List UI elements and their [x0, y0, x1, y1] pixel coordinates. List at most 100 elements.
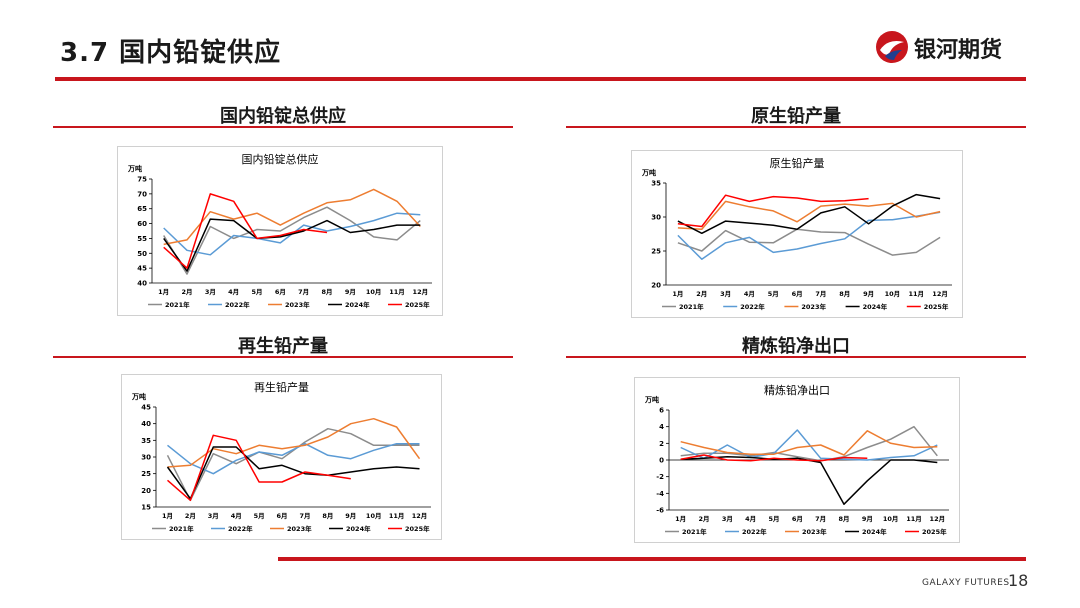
y-tick-label: -4 [656, 490, 664, 498]
logo-text: 银河期货 [914, 38, 1003, 63]
y-tick-label: 65 [137, 205, 147, 213]
series-line-2023年 [167, 417, 421, 468]
x-tick-label: 1月 [158, 288, 169, 296]
legend-label: 2024年 [345, 300, 370, 309]
legend-label: 2025年 [922, 527, 947, 536]
y-tick-label: 6 [659, 407, 664, 415]
x-tick-label: 9月 [345, 512, 356, 520]
series-line-2024年 [166, 446, 420, 500]
x-tick-label: 7月 [815, 290, 826, 298]
y-tick-label: 50 [137, 250, 147, 258]
section-title-primary-lead: 原生铅产量 [751, 106, 841, 127]
x-tick-label: 11月 [906, 515, 922, 523]
chart-primary-lead: 原生铅产量 万吨 20 25 30 35 1月 2月 3月 4月 5月 6月 7月 8月 9月 10月 11月 1… [631, 150, 963, 318]
header-divider [55, 77, 1026, 81]
section-title-net-export: 精炼铅净出口 [742, 336, 850, 357]
y-tick-label: 70 [137, 190, 147, 198]
x-tick-label: 11月 [908, 290, 924, 298]
legend-label: 2022年 [225, 300, 250, 309]
x-tick-label: 5月 [251, 288, 262, 296]
x-tick-label: 4月 [228, 288, 239, 296]
y-tick-label: 45 [137, 265, 147, 273]
x-tick-label: 6月 [792, 290, 803, 298]
chart-title: 精炼铅净出口 [764, 383, 830, 397]
series-line-2021年 [163, 206, 421, 275]
x-tick-label: 2月 [698, 515, 709, 523]
y-tick-label: 35 [651, 180, 661, 188]
legend-label: 2025年 [924, 302, 949, 311]
x-tick-label: 5月 [254, 512, 265, 520]
series-line-2023年 [163, 188, 421, 246]
series-line-2021年 [166, 427, 420, 502]
x-tick-label: 10月 [366, 288, 382, 296]
section-title-secondary-lead: 再生铅产量 [238, 336, 328, 357]
page-title: 3.7 国内铅锭供应 [60, 38, 282, 68]
y-tick-label: 2 [659, 440, 664, 448]
legend-label: 2021年 [682, 527, 707, 536]
x-tick-label: 4月 [745, 515, 756, 523]
x-tick-label: 3月 [720, 290, 731, 298]
series-line-2025年 [167, 434, 351, 502]
series-line-2022年 [677, 211, 941, 260]
x-tick-label: 6月 [792, 515, 803, 523]
y-tick-label: 25 [141, 470, 151, 478]
section-divider [566, 356, 1026, 358]
section-divider [53, 356, 513, 358]
series-line-2024年 [163, 218, 421, 272]
y-tick-label: 20 [651, 282, 661, 290]
section-title-total-supply: 国内铅锭总供应 [220, 106, 346, 127]
x-tick-label: 8月 [839, 290, 850, 298]
x-tick-label: 9月 [863, 290, 874, 298]
y-axis-unit: 万吨 [641, 168, 656, 177]
y-tick-label: 20 [141, 487, 151, 495]
series-line-2023年 [680, 430, 938, 456]
legend-label: 2024年 [862, 527, 887, 536]
x-tick-label: 8月 [321, 288, 332, 296]
section-divider [53, 126, 513, 128]
page-number: 18 [1008, 571, 1029, 590]
x-tick-label: 3月 [205, 288, 216, 296]
chart-title: 原生铅产量 [770, 156, 825, 170]
y-tick-label: 15 [141, 504, 151, 512]
legend-label: 2024年 [346, 524, 371, 533]
x-tick-label: 1月 [672, 290, 683, 298]
footer-divider [278, 557, 1026, 561]
chart-total-supply: 国内铅锭总供应 万吨 40 45 50 55 60 65 70 75 1月 2月 3月 4月 5月 6月 7月 8… [117, 146, 443, 316]
series-line-2021年 [680, 425, 938, 462]
x-tick-label: 10月 [883, 515, 899, 523]
x-tick-label: 12月 [412, 512, 428, 520]
x-tick-label: 9月 [862, 515, 873, 523]
y-tick-label: 25 [651, 248, 661, 256]
series-line-2021年 [677, 228, 941, 256]
chart-secondary-lead: 再生铅产量 万吨 15 20 25 30 35 40 45 1月 2月 3月 4月 5月 6月 7月 8月 9月 1… [121, 374, 442, 540]
series-line-2025年 [163, 193, 328, 269]
legend-label: 2021年 [679, 302, 704, 311]
x-tick-label: 12月 [932, 290, 948, 298]
y-tick-label: 35 [141, 437, 151, 445]
y-tick-label: 30 [141, 454, 151, 462]
footer-brand: GALAXY FUTURES [922, 578, 1010, 588]
legend-label: 2025年 [405, 524, 430, 533]
y-tick-label: -2 [656, 473, 664, 481]
series-line-2024年 [677, 193, 941, 235]
galaxy-futures-logo: 银河期货 [874, 30, 1034, 64]
x-tick-label: 12月 [413, 288, 429, 296]
x-tick-label: 10月 [366, 512, 382, 520]
x-tick-label: 12月 [930, 515, 946, 523]
y-tick-label: 0 [659, 457, 664, 465]
legend-label: 2023年 [287, 524, 312, 533]
x-tick-label: 1月 [162, 512, 173, 520]
section-divider [566, 126, 1026, 128]
y-tick-label: 4 [659, 423, 664, 431]
x-tick-label: 9月 [345, 288, 356, 296]
legend-label: 2022年 [742, 527, 767, 536]
x-tick-label: 2月 [181, 288, 192, 296]
y-axis-unit: 万吨 [644, 395, 659, 404]
x-tick-label: 4月 [231, 512, 242, 520]
x-tick-label: 1月 [675, 515, 686, 523]
legend-label: 2023年 [285, 300, 310, 309]
